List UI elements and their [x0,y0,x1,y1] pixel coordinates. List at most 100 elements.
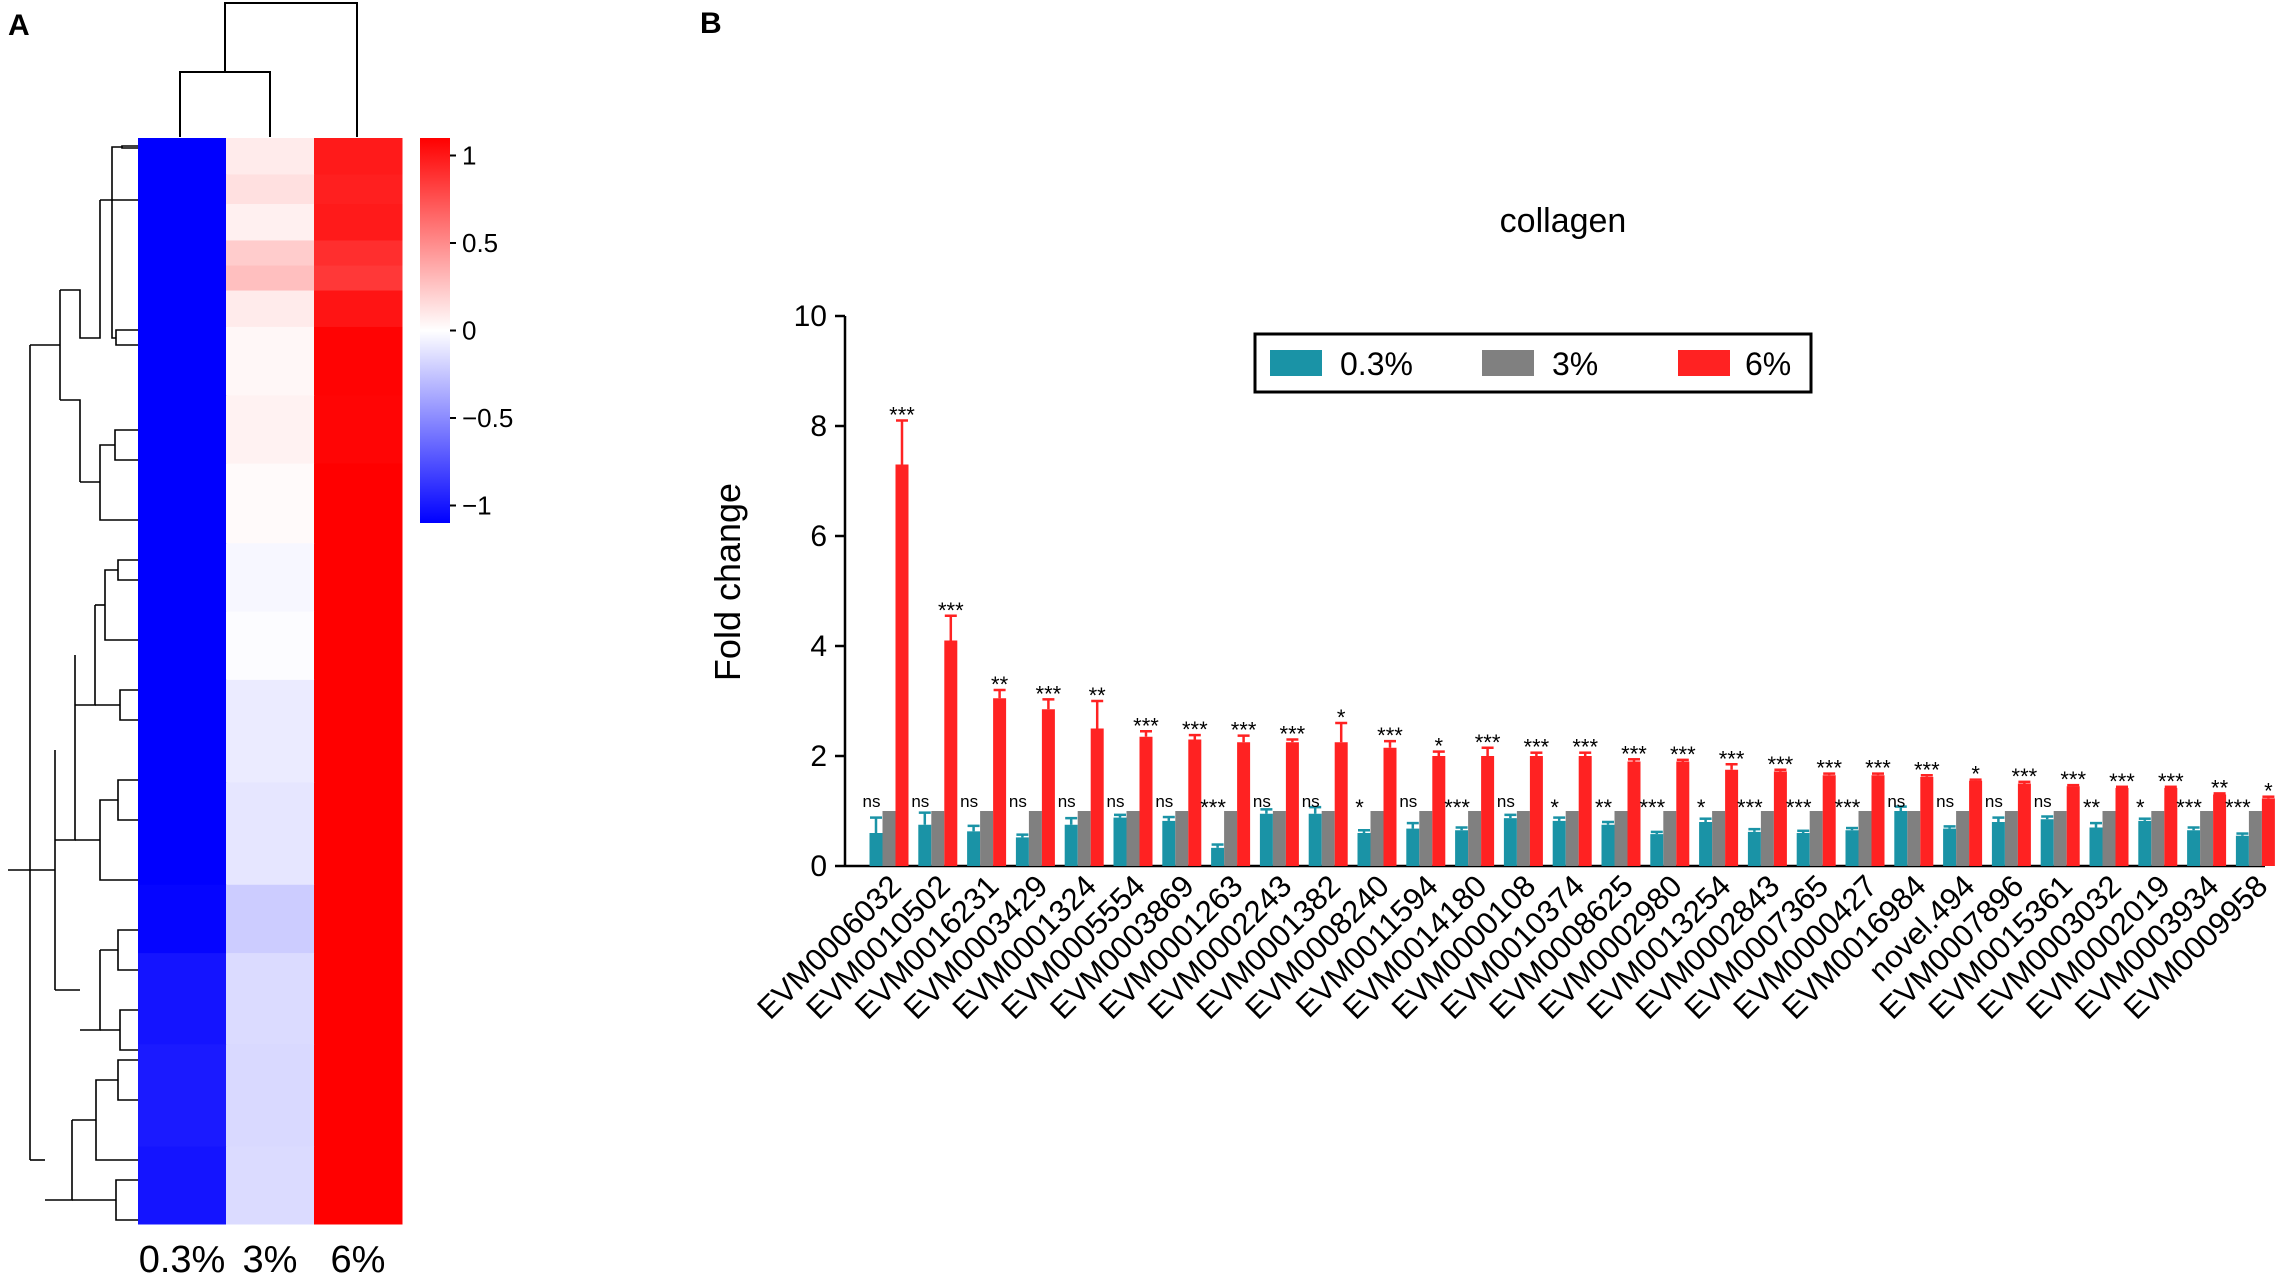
significance-label: ns [911,792,929,811]
significance-label: ** [2083,795,2101,820]
bar [1969,780,1983,866]
significance-label: *** [2012,764,2038,789]
significance-label: *** [1786,795,1812,820]
bar [2261,798,2275,866]
heatmap-cell [138,1044,227,1148]
heatmap-cell [314,240,403,266]
bar [1552,820,1566,866]
legend-label-0.3: 0.3% [1340,346,1413,382]
bar [1760,811,1774,866]
legend-label-3: 3% [1552,346,1598,382]
heatmap-cell [138,884,227,954]
bar [1712,811,1726,866]
significance-label: *** [1865,756,1891,781]
significance-label: *** [1816,756,1842,781]
heatmap-cell [314,543,403,613]
bar [869,833,883,866]
significance-label: *** [1524,735,1550,760]
y-tick-label: 0 [810,850,827,883]
significance-label: *** [1719,746,1745,771]
colorbar-tick-label: −1 [462,491,492,521]
bar [2040,819,2054,866]
significance-label: *** [1231,718,1257,743]
bar [1077,811,1091,866]
bar [1308,813,1322,866]
significance-label: ns [1302,792,1320,811]
significance-label: *** [1475,730,1501,755]
bar [1699,822,1713,866]
bar [1419,811,1433,866]
bar [2017,783,2031,866]
significance-label: ** [2211,775,2229,800]
y-tick-label: 4 [810,630,827,663]
bar [1321,811,1335,866]
bar [1370,811,1384,866]
bar [1028,811,1042,866]
y-axis-label: Fold change [707,483,748,681]
bar [1041,709,1055,866]
bar [1894,811,1908,866]
significance-label: * [1337,705,1346,730]
bar [1334,742,1348,866]
significance-label: * [1550,795,1559,820]
heatmap-cell [314,395,403,465]
bar [1663,811,1677,866]
bar [1188,739,1202,866]
heatmap-cell [138,326,227,396]
significance-label: *** [1280,722,1306,747]
significance-label: *** [1768,752,1794,777]
heatmap-cell [314,1044,403,1148]
bar [2151,811,2165,866]
bar [993,698,1007,866]
heatmap-cell [226,204,315,241]
bar [2235,835,2249,866]
bar [1259,813,1273,866]
bar [1627,761,1641,866]
significance-label: *** [1639,795,1665,820]
panel-b-label: B [700,7,722,40]
legend-swatch-6 [1678,350,1730,376]
bar [1481,756,1495,866]
heatmap-cell [314,884,403,954]
y-tick-label: 8 [810,410,827,443]
heatmap-cell [226,138,315,175]
bar [1285,742,1299,866]
heatmap-cell [314,174,403,205]
heatmap-cell [138,204,227,241]
y-tick-label: 6 [810,520,827,553]
heatmap-cell [138,174,227,205]
bar [1676,761,1690,866]
bar [1943,828,1957,866]
significance-label: ns [1399,792,1417,811]
bar [1211,847,1225,866]
bar [1747,831,1761,866]
bar [1357,833,1371,866]
heatmap-cell [138,543,227,613]
bar [1455,830,1469,866]
heatmap-cell [314,679,403,783]
bar [1858,811,1872,866]
heatmap-cell [226,884,315,954]
significance-label: *** [2158,769,2184,794]
y-tick-label: 10 [794,300,827,333]
significance-label: * [1697,795,1706,820]
bar [1565,811,1579,866]
significance-label: * [1435,734,1444,759]
heatmap-cell [226,543,315,613]
heatmap-cell [138,1146,227,1225]
significance-label: ** [991,672,1009,697]
significance-label: ** [1595,795,1613,820]
bar [1773,771,1787,866]
bar [2138,820,2152,866]
significance-label: *** [938,598,964,623]
bar [2248,811,2262,866]
bar [1139,736,1153,866]
heatmap-cell [226,265,315,292]
heatmap-cell [226,679,315,783]
bar [882,811,896,866]
heatmap-cell [226,1146,315,1225]
legend-swatch-0.3 [1270,350,1322,376]
significance-label: * [2136,795,2145,820]
bar [1956,811,1970,866]
heatmap-cell [226,240,315,266]
